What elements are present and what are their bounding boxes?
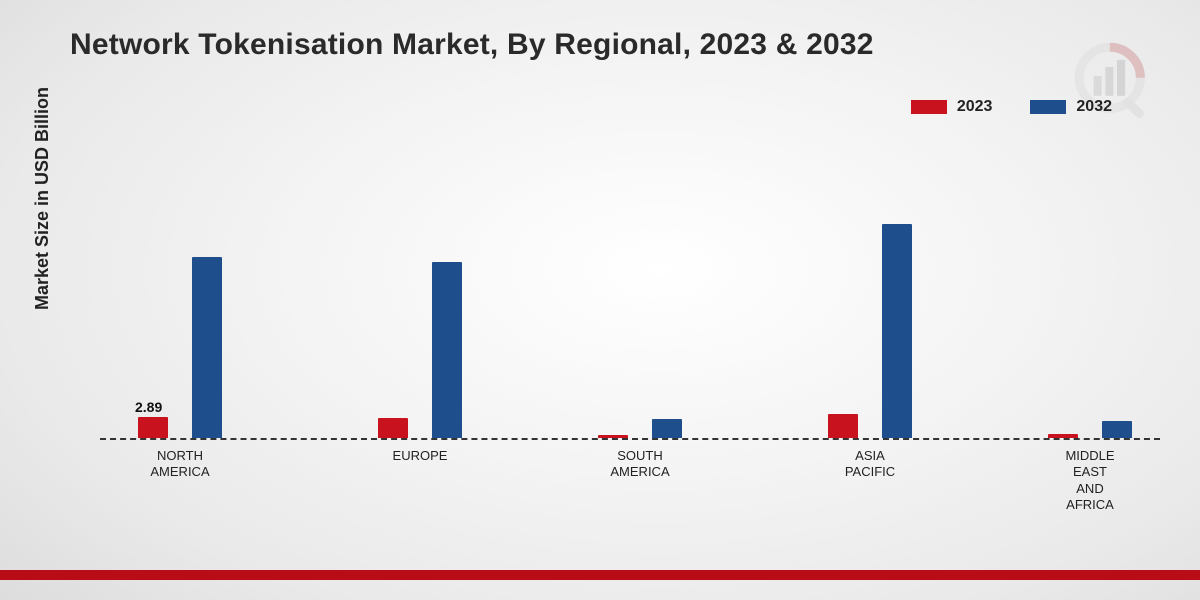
page-title: Network Tokenisation Market, By Regional… bbox=[70, 28, 874, 62]
bar-group-north_america: NORTH AMERICA bbox=[138, 150, 222, 440]
bar-asia_pacific-2032 bbox=[882, 224, 912, 438]
bar-europe-2032 bbox=[432, 262, 462, 438]
bar-group-europe: EUROPE bbox=[378, 150, 462, 440]
category-label-middle_east_and_africa: MIDDLE EAST AND AFRICA bbox=[1065, 448, 1114, 513]
bar-south_america-2023 bbox=[598, 435, 628, 438]
category-label-asia_pacific: ASIA PACIFIC bbox=[845, 448, 895, 481]
bar-north_america-2023 bbox=[138, 417, 168, 438]
bar-middle_east_and_africa-2032 bbox=[1102, 421, 1132, 438]
category-label-south_america: SOUTH AMERICA bbox=[610, 448, 669, 481]
bar-group-middle_east_and_africa: MIDDLE EAST AND AFRICA bbox=[1048, 150, 1132, 440]
legend-item-2023: 2023 bbox=[911, 98, 993, 116]
bar-europe-2023 bbox=[378, 418, 408, 438]
bar-group-south_america: SOUTH AMERICA bbox=[598, 150, 682, 440]
footer-accent-bar bbox=[0, 570, 1200, 580]
category-label-europe: EUROPE bbox=[393, 448, 448, 464]
bar-south_america-2032 bbox=[652, 419, 682, 438]
chart-page: Network Tokenisation Market, By Regional… bbox=[0, 0, 1200, 600]
brand-logo bbox=[1072, 40, 1162, 130]
y-axis-label: Market Size in USD Billion bbox=[32, 87, 53, 310]
legend-item-2032: 2032 bbox=[1030, 98, 1112, 116]
bar-north_america-2032 bbox=[192, 257, 222, 438]
legend-label-2023: 2023 bbox=[957, 98, 993, 116]
legend-label-2032: 2032 bbox=[1076, 98, 1112, 116]
legend-swatch-2023 bbox=[911, 100, 947, 114]
bar-group-asia_pacific: ASIA PACIFIC bbox=[828, 150, 912, 440]
category-label-north_america: NORTH AMERICA bbox=[150, 448, 209, 481]
legend-swatch-2032 bbox=[1030, 100, 1066, 114]
bar-asia_pacific-2023 bbox=[828, 414, 858, 438]
legend: 2023 2032 bbox=[911, 98, 1112, 116]
value-label: 2.89 bbox=[135, 399, 162, 415]
brand-logo-svg bbox=[1072, 40, 1162, 130]
bar-middle_east_and_africa-2023 bbox=[1048, 434, 1078, 438]
plot-area: NORTH AMERICA EUROPE SOUTH AMERICA ASIA PAC… bbox=[100, 150, 1160, 440]
